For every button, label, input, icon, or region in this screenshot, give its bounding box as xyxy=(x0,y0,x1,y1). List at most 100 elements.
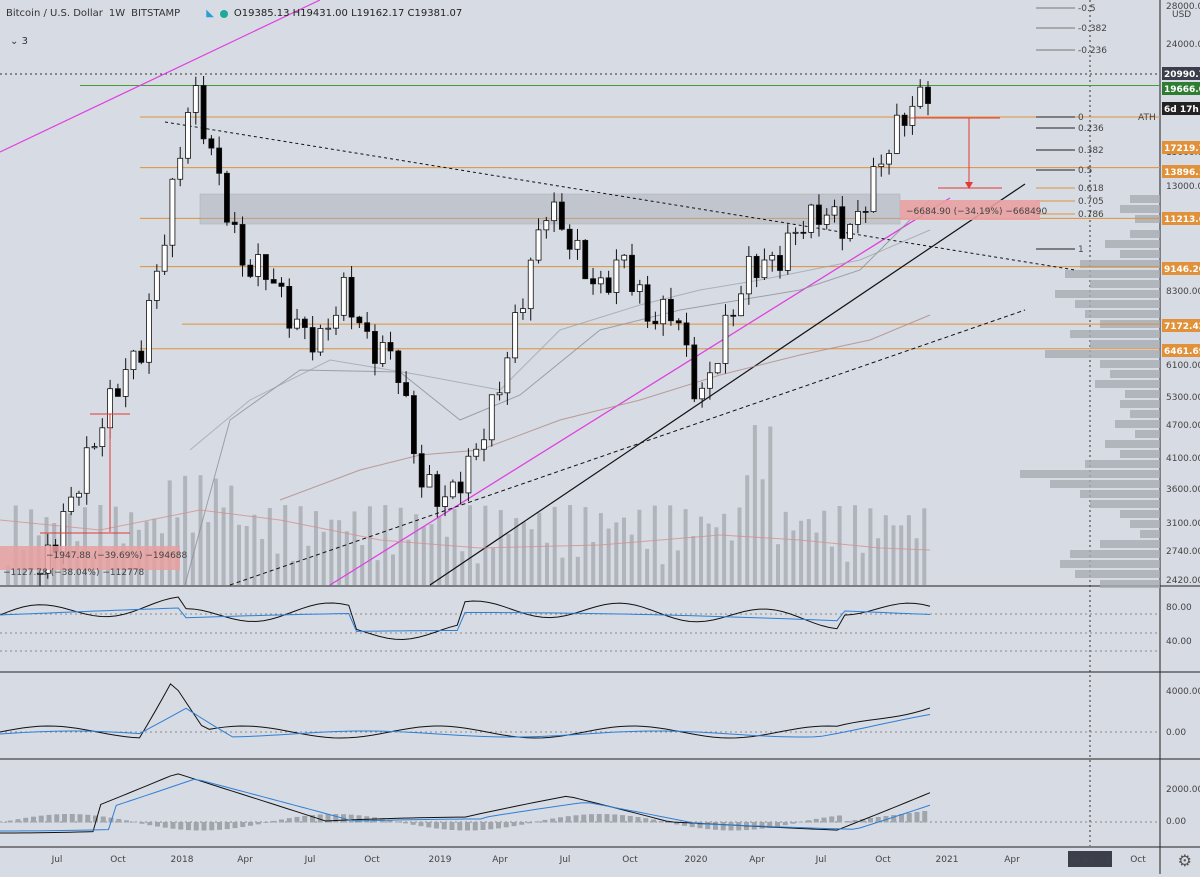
volume-bar xyxy=(860,552,865,585)
volume-bar xyxy=(637,509,642,585)
price-axis-label: 3100.00 xyxy=(1166,519,1200,529)
momentum-signal-line xyxy=(0,707,931,738)
candle-body xyxy=(792,231,799,234)
volume-profile-bar xyxy=(1120,250,1160,258)
macd-histogram-bar xyxy=(666,822,672,823)
volume-bar xyxy=(6,565,10,585)
range-box xyxy=(199,193,901,225)
candle-body xyxy=(488,394,495,441)
momentum-axis-label: 0.00 xyxy=(1166,728,1186,738)
macd-histogram-bar xyxy=(914,812,920,823)
volume-bar xyxy=(260,538,265,585)
volume-bar xyxy=(113,506,118,585)
candle-body xyxy=(364,322,371,332)
volume-bar xyxy=(391,554,395,585)
volume-bar xyxy=(275,553,280,585)
volume-profile-bar xyxy=(1120,450,1160,458)
volume-bar xyxy=(575,556,580,585)
macd-histogram-bar xyxy=(116,818,122,823)
macd-histogram-bar xyxy=(899,814,904,823)
volume-profile-bar xyxy=(1070,330,1160,338)
candle-body xyxy=(551,201,558,222)
macd-histogram-bar xyxy=(356,815,362,823)
settings-gear-icon[interactable]: ⚙ xyxy=(1177,851,1192,870)
macd-histogram-bar xyxy=(248,822,253,826)
trendline-magenta-top xyxy=(0,0,321,153)
measure-left-label-2: −1127.78 (−38.04%) −112778 xyxy=(3,568,145,578)
collapse-indicators[interactable]: ⌄ 3 xyxy=(10,36,28,47)
candle-body xyxy=(410,395,417,455)
volume-profile-bar xyxy=(1105,240,1160,248)
volume-bar xyxy=(183,475,188,585)
candle-body xyxy=(644,284,651,322)
candle-body xyxy=(286,285,293,329)
macd-histogram-bar xyxy=(310,815,315,823)
volume-bar xyxy=(706,523,711,585)
fib-level-label: -0.236 xyxy=(1078,46,1107,56)
macd-line xyxy=(0,773,931,834)
macd-histogram-bar xyxy=(728,822,734,831)
macd-histogram-bar xyxy=(124,820,129,823)
symbol-legend: Bitcoin / U.S. Dollar 1W BITSTAMP ◣ O193… xyxy=(6,8,462,19)
fib-level-label: -0.382 xyxy=(1078,24,1107,34)
symbol-title[interactable]: Bitcoin / U.S. Dollar xyxy=(6,8,103,19)
macd-histogram-bar xyxy=(426,822,432,828)
price-tag-label: 7172.42 xyxy=(1164,322,1200,332)
candle-body xyxy=(161,244,168,272)
volume-profile-bar xyxy=(1080,260,1160,268)
candle-body xyxy=(683,322,690,346)
interval-label[interactable]: 1W xyxy=(108,8,126,19)
time-axis-label: Apr xyxy=(492,855,508,865)
volume-profile-bar xyxy=(1135,215,1160,223)
macd-histogram-bar xyxy=(480,822,486,830)
macd-axis-label: 2000.00 xyxy=(1166,785,1200,795)
macd-histogram-bar xyxy=(325,814,331,823)
candle-body xyxy=(426,474,433,488)
macd-histogram-bar xyxy=(387,819,393,823)
volume-bar xyxy=(167,480,172,585)
rsi-signal-line xyxy=(0,607,931,632)
volume-bar xyxy=(198,475,203,585)
candle-body xyxy=(870,166,877,213)
volume-bar xyxy=(645,548,650,585)
macd-histogram-bar xyxy=(620,815,625,823)
flag-icon[interactable]: ◣ xyxy=(206,8,214,19)
volume-bar xyxy=(314,511,318,585)
candle-body xyxy=(582,239,589,280)
volume-bar xyxy=(398,507,403,585)
price-tag-label: 11213.63 xyxy=(1164,215,1200,225)
fib-level-label: 1 xyxy=(1078,245,1084,255)
price-axis-label: 4100.00 xyxy=(1166,454,1200,464)
candle-body xyxy=(613,259,620,293)
moving-average-volume xyxy=(0,509,931,551)
indicator-count: 3 xyxy=(21,36,28,47)
macd-histogram-bar xyxy=(271,820,277,823)
volume-bar xyxy=(752,425,757,585)
macd-histogram-bar xyxy=(170,822,176,829)
volume-bar xyxy=(437,516,442,585)
macd-histogram-bar xyxy=(147,822,153,826)
macd-histogram-bar xyxy=(155,822,160,827)
volume-profile-bar xyxy=(1075,570,1160,578)
macd-histogram-bar xyxy=(705,822,711,830)
candle-body xyxy=(520,308,526,313)
candle-body xyxy=(37,572,43,575)
candle-body xyxy=(652,320,659,325)
macd-histogram-bar xyxy=(46,814,52,823)
macd-histogram-bar xyxy=(263,822,269,823)
time-axis-label: 2020 xyxy=(685,855,708,865)
volume-profile-bar xyxy=(1120,400,1160,408)
macd-histogram-bar xyxy=(511,822,517,827)
candle-body xyxy=(348,276,355,318)
macd-histogram-bar xyxy=(0,822,5,823)
volume-profile-bar xyxy=(1130,195,1160,203)
trendline-dashed-upper xyxy=(164,121,1076,271)
candle-body xyxy=(590,278,596,285)
macd-histogram-bar xyxy=(232,822,238,829)
candle-body xyxy=(473,448,480,457)
fib-level-label: 0.705 xyxy=(1078,197,1104,207)
candle-body xyxy=(99,427,106,448)
macd-histogram-bar xyxy=(596,814,602,823)
